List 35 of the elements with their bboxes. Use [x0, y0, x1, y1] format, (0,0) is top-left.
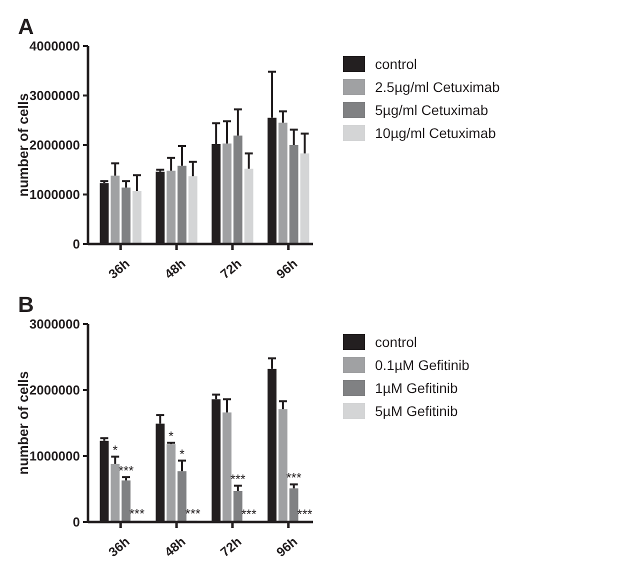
y-tick-label: 1000000: [29, 448, 80, 464]
legend-label: 2.5µg/ml Cetuximab: [375, 78, 500, 95]
annotation: ***: [118, 462, 134, 478]
y-tick-label: 3000000: [29, 316, 80, 332]
chart-title: A: [18, 14, 34, 39]
chart-title: B: [18, 292, 34, 317]
legend-label: 10µg/ml Cetuximab: [375, 124, 496, 141]
x-tick-label: 72h: [217, 534, 244, 560]
y-tick-label: 1000000: [29, 187, 80, 202]
x-tick-label: 48h: [162, 256, 188, 282]
legend-label: 0.1µM Gefitinib: [375, 356, 470, 373]
y-tick-label: 3000000: [29, 88, 80, 104]
annotation: ***: [286, 470, 302, 486]
x-tick-label: 96h: [273, 256, 300, 282]
x-tick-label: 72h: [217, 256, 244, 282]
y-tick-label: 2000000: [29, 138, 80, 153]
y-tick-label: 0: [72, 514, 80, 530]
legend-label: 5µg/ml Cetuximab: [375, 102, 488, 118]
annotation: *: [112, 442, 118, 458]
y-axis-title: number of cells: [15, 93, 31, 197]
x-tick-label: 96h: [273, 534, 300, 560]
legend-label: 5µM Gefitinib: [375, 402, 458, 419]
legend-label: 1µM Gefitinib: [375, 380, 458, 396]
x-tick-label: 48h: [162, 534, 188, 560]
annotation: *: [168, 428, 174, 444]
y-tick-label: 0: [72, 236, 80, 252]
y-tick-label: 2000000: [29, 382, 80, 398]
legend-label: control: [375, 334, 418, 350]
annotation: *: [179, 446, 185, 462]
y-tick-label: 4000000: [29, 38, 80, 54]
legend-label: control: [375, 56, 418, 72]
y-axis-title: number of cells: [15, 371, 31, 475]
x-tick-label: 36h: [106, 256, 132, 282]
x-tick-label: 36h: [106, 534, 132, 560]
annotation: ***: [230, 472, 246, 486]
